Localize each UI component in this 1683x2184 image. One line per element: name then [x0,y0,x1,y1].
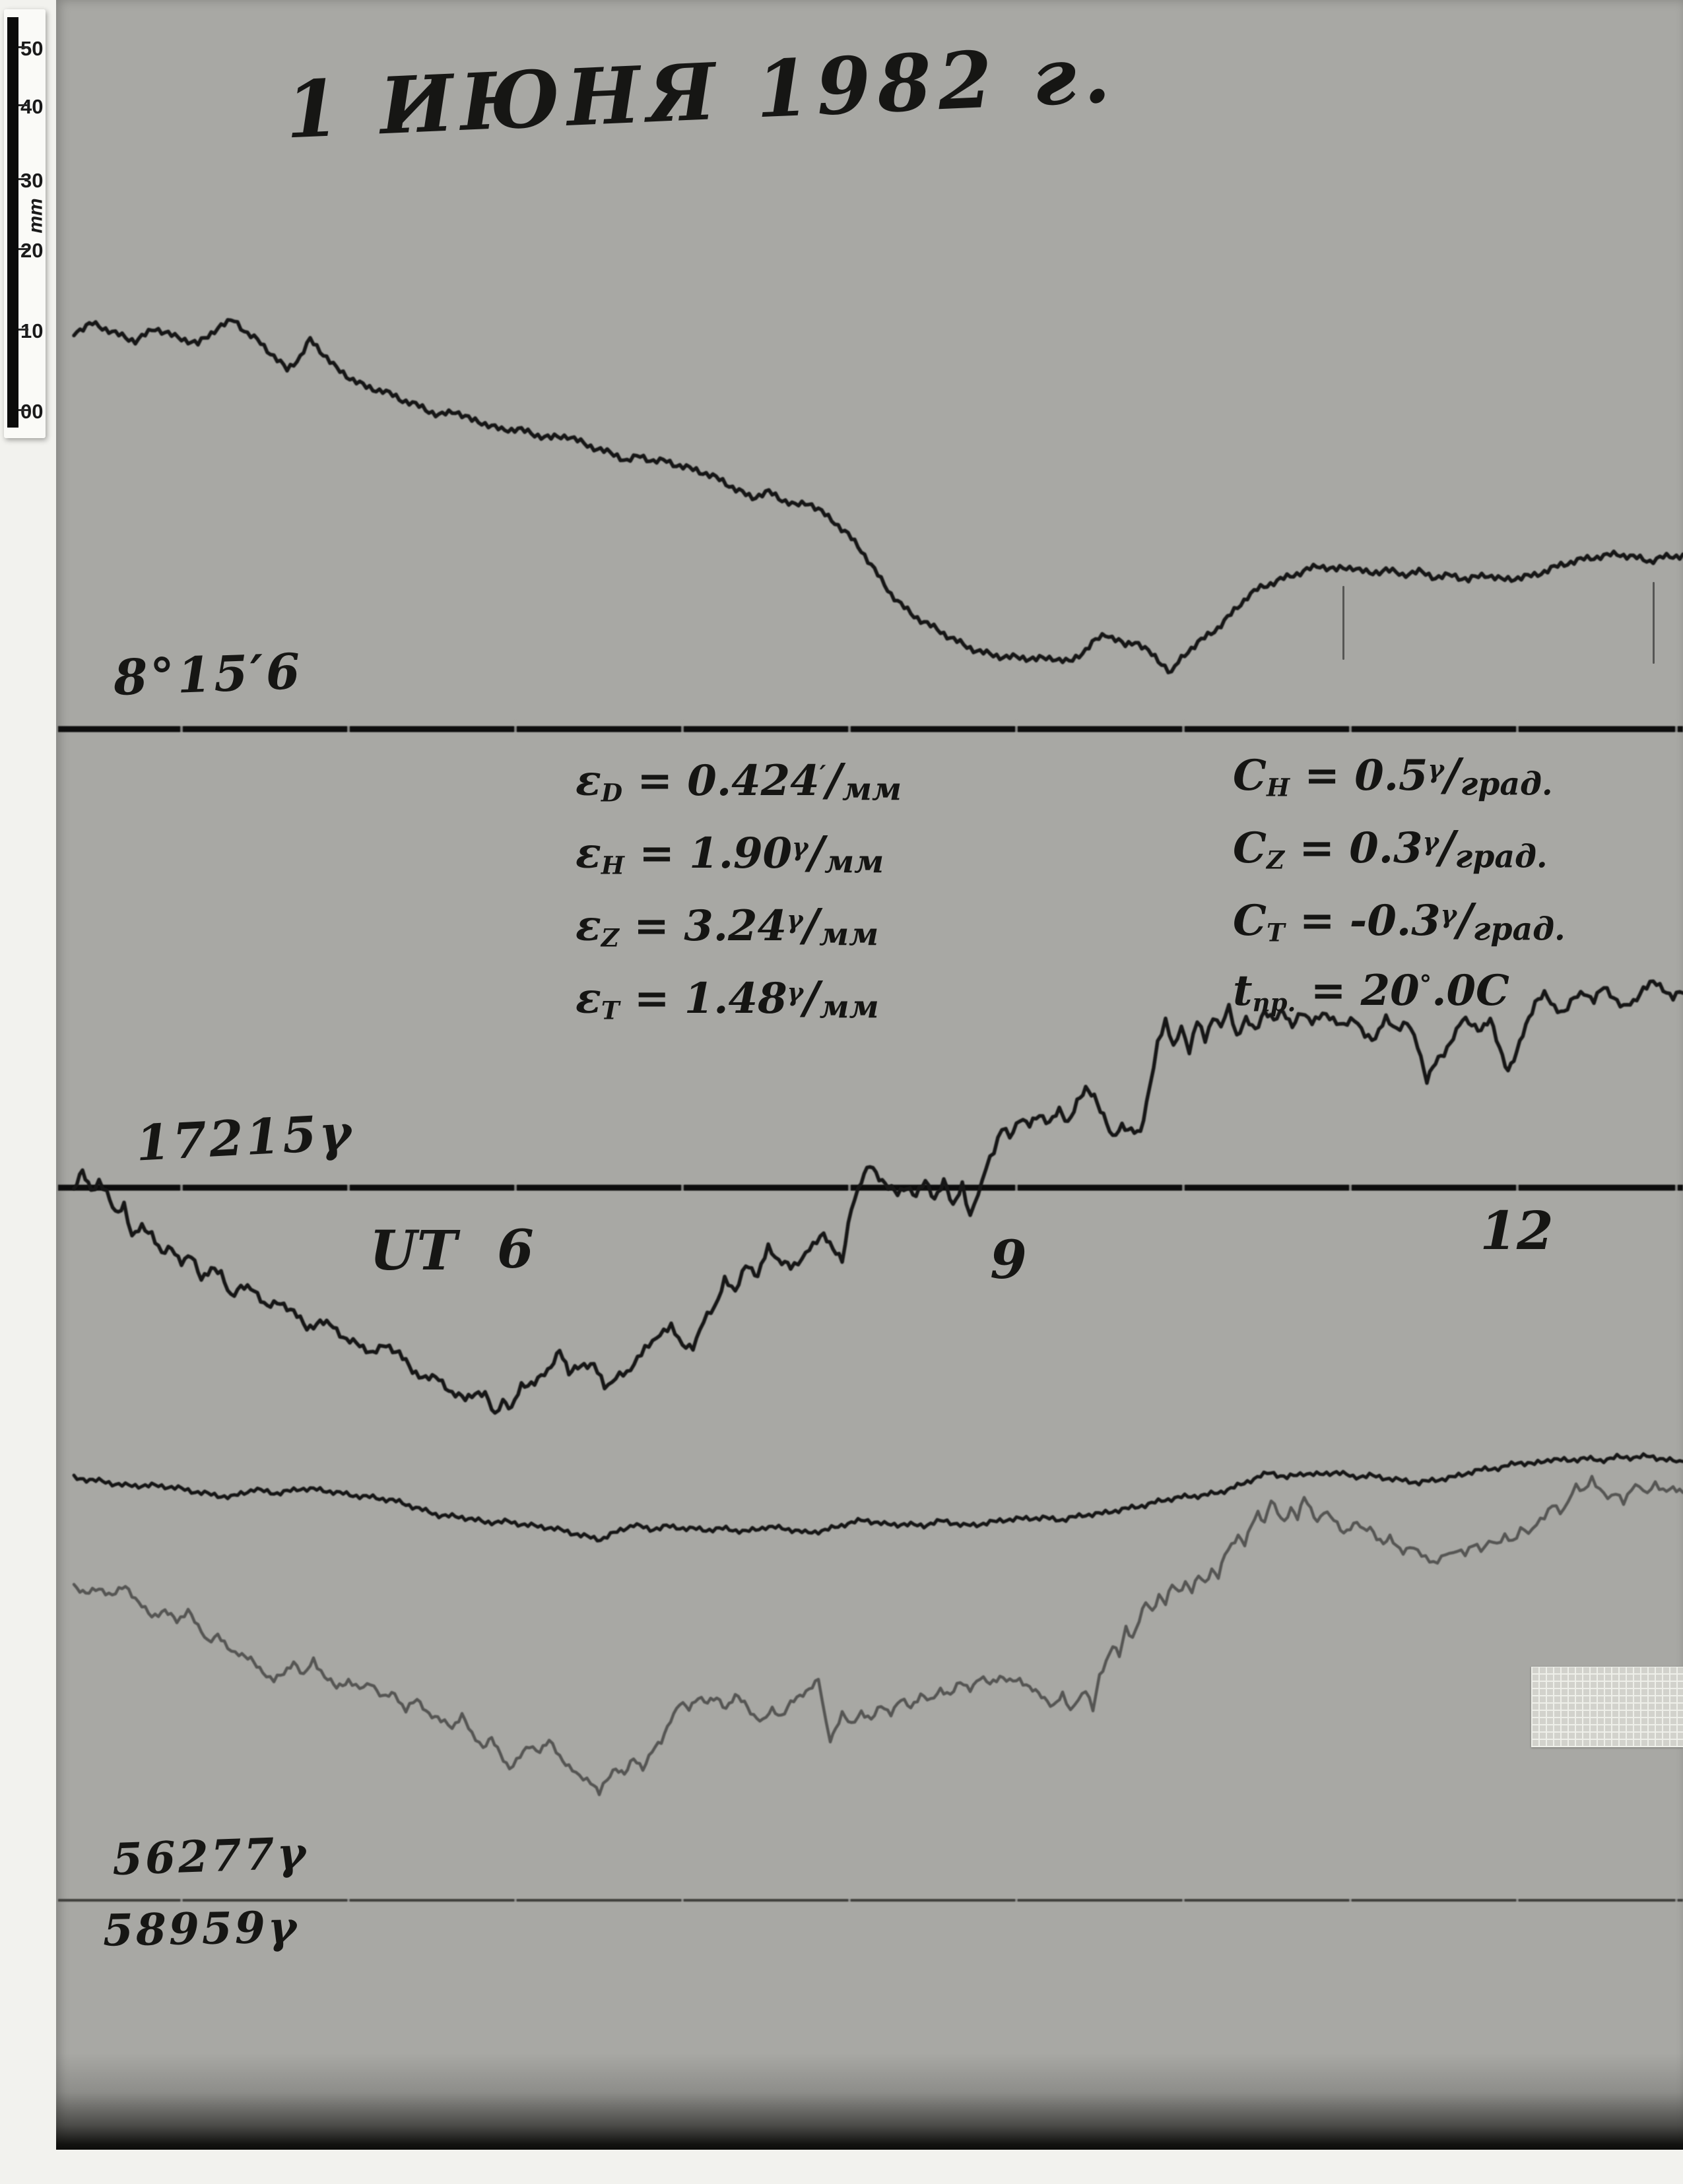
scale-values-epsilon-block: εD = 0.424′/мм εH = 1.90γ/мм εZ = 3.24γ/мм… [576,754,902,1044]
ruler-number: 10 [20,319,44,342]
epsilon-scale-line: εZ = 3.24γ/мм [576,899,879,953]
hour-tick-gap [347,1893,350,1908]
temperature-coefficients-block: CH = 0.5γ/град. CZ = 0.3γ/град. CT = -0.3γ… [1233,748,1566,1039]
baseline-ZT-baseline [58,1899,1683,1902]
trace-D [72,317,1683,674]
trace-T [72,1475,1683,1797]
coefficient-line: CZ = 0.3γ/град. [1233,821,1548,876]
trace-H [72,979,1683,1415]
h-baseline-value-label: 17215γ [134,1104,356,1172]
hour-tick-gap [1349,720,1352,738]
trace-group [72,317,1683,1797]
hour-label-6: 6 [497,1218,534,1280]
hour-tick-gap [848,720,851,738]
ruler-tick [18,409,28,411]
coefficient-line: tпр. = 20°.0C [1233,966,1509,1017]
ut-axis-label: UT [370,1219,457,1283]
epsilon-scale-line: εH = 1.90γ/мм [576,826,884,881]
hour-tick-gap [514,1178,517,1197]
ruler-number: 30 [20,169,44,192]
ruler-number: 40 [20,95,44,118]
hour-tick-gap [1675,720,1678,738]
scratch-artifact [1342,586,1344,660]
hour-tick-gap [347,1178,350,1197]
hour-tick-gap [514,720,517,738]
ruler-tick [18,104,28,106]
ruler-number: 20 [20,239,44,262]
hour-tick-gap [1516,720,1519,738]
hour-tick-gap [1015,720,1018,738]
hour-tick-gap [347,720,350,738]
baseline-D-baseline [58,726,1683,732]
hour-tick-gap [1349,1893,1352,1908]
hour-label-9: 9 [990,1229,1027,1291]
hour-tick-gap [180,1893,183,1908]
scratch-artifact [1653,582,1655,664]
coefficient-line: CT = -0.3γ/град. [1233,893,1566,948]
hour-tick-gap [514,1893,517,1908]
epsilon-scale-line: εT = 1.48γ/мм [576,971,879,1026]
hour-tick-gap [180,1178,183,1197]
coefficient-line: CH = 0.5γ/град. [1233,748,1553,803]
ruler-unit-label: mm [24,198,47,234]
z-baseline-value-label: 56277γ [111,1826,310,1886]
ruler-tick [18,329,28,331]
paper-bottom-edge-shadow [56,2053,1683,2150]
ruler-tick [18,178,28,180]
hour-tick-gap [681,1893,684,1908]
millimeter-grid-patch [1531,1667,1683,1747]
hour-tick-gap [1675,1893,1678,1908]
hour-tick-gap [681,720,684,738]
hour-tick-gap [1182,720,1185,738]
ruler-number: 00 [20,400,44,423]
ruler-black-bar [7,17,18,428]
d-baseline-value-label: 8°15′6 [112,643,304,707]
hour-tick-gap [1182,1893,1185,1908]
mm-ruler-strip: 50 40 30 20 10 00 mm [4,9,47,438]
hour-tick-gap [848,1178,851,1197]
baseline-H-baseline [58,1184,1683,1191]
trace-Z [72,1452,1683,1543]
t-baseline-value-label: 58959γ [102,1901,300,1956]
hour-tick-gap [1675,1178,1678,1197]
ruler-number: 50 [20,37,44,60]
hour-tick-gap [1015,1178,1018,1197]
hour-tick-gap [180,720,183,738]
ruler-tick [18,248,28,250]
hour-tick-gap [1182,1178,1185,1197]
hour-tick-gap [1015,1893,1018,1908]
epsilon-scale-line: εD = 0.424′/мм [576,754,902,808]
hour-tick-gap [1516,1178,1519,1197]
hour-label-12: 12 [1480,1200,1554,1262]
hour-tick-gap [681,1178,684,1197]
ruler-tick [18,46,28,48]
baseline-group [58,720,1683,1908]
hour-tick-gap [1349,1178,1352,1197]
hour-tick-gap [1516,1893,1519,1908]
hour-tick-gap [848,1893,851,1908]
